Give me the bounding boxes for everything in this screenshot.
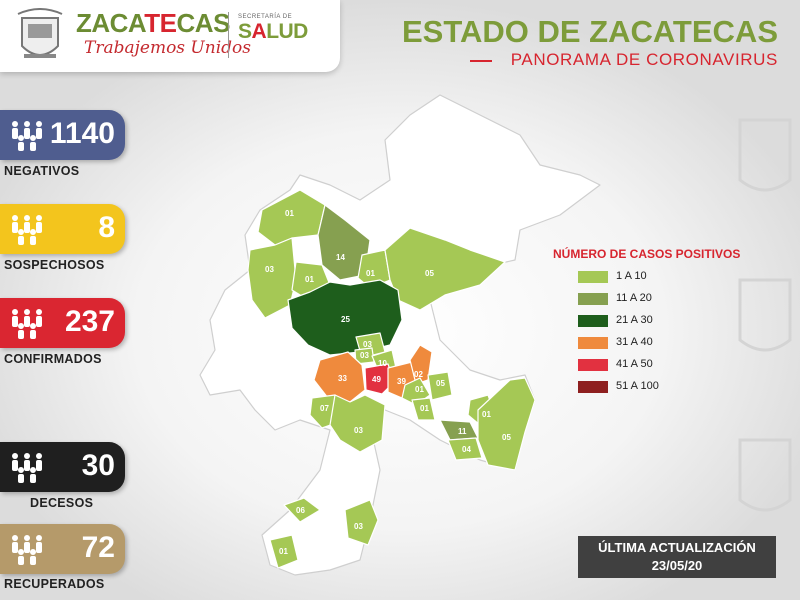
map-label: 03 (265, 265, 274, 274)
map-label: 01 (279, 547, 288, 556)
map-label: 04 (462, 445, 471, 454)
stat-negativos: 1140 (0, 110, 125, 160)
last-update-box: ÚLTIMA ACTUALIZACIÓN 23/05/20 (578, 536, 776, 578)
map-label: 01 (366, 269, 375, 278)
page-subtitle: PANORAMA DE CORONAVIRUS (510, 50, 778, 69)
map-label: 01 (420, 404, 429, 413)
map-label: 14 (336, 253, 345, 262)
page-title: ESTADO DE ZACATECAS (401, 14, 778, 49)
stat-label: SOSPECHOSOS (4, 258, 105, 272)
stat-value: 30 (81, 449, 115, 482)
map-label: 01 (482, 410, 491, 419)
legend-swatch (578, 293, 608, 305)
municipio (447, 437, 483, 461)
map-label: 03 (354, 426, 363, 435)
map-label: 05 (425, 269, 434, 278)
map-label: 03 (354, 522, 363, 531)
map-label: 39 (397, 377, 406, 386)
stat-label: CONFIRMADOS (4, 352, 102, 366)
municipio (329, 394, 386, 453)
map-label: 49 (372, 375, 381, 384)
map-label: 05 (436, 379, 445, 388)
map-label: 02 (414, 370, 423, 379)
map-label: 05 (502, 433, 511, 442)
map-label: 06 (296, 506, 305, 515)
legend-swatch (578, 337, 608, 349)
map-label: 01 (305, 275, 314, 284)
salud-logo: SALUD (238, 20, 308, 43)
municipio (269, 534, 299, 569)
municipio (313, 351, 366, 403)
people-icon (12, 121, 42, 151)
state-brand: ZACATECAS (76, 8, 230, 38)
people-icon (12, 215, 42, 245)
legend-title: NÚMERO DE CASOS POSITIVOS (553, 247, 741, 261)
map-label: 11 (458, 427, 467, 436)
municipio (477, 377, 536, 471)
last-update-label: ÚLTIMA ACTUALIZACIÓN (598, 540, 756, 555)
stat-sospechosos: 8 (0, 204, 125, 254)
map-label: 07 (320, 404, 329, 413)
map-label: 25 (341, 315, 350, 324)
coat-of-arms-icon (17, 8, 63, 58)
municipio (283, 497, 321, 523)
people-icon (12, 535, 42, 565)
municipio (257, 189, 326, 246)
stat-label: RECUPERADOS (4, 577, 105, 591)
legend-swatch (578, 359, 608, 371)
municipio (344, 499, 379, 546)
map-label: 03 (360, 351, 369, 360)
stat-label: NEGATIVOS (4, 164, 80, 178)
stat-value: 72 (81, 531, 115, 564)
people-icon (12, 453, 42, 483)
map-label: 01 (285, 209, 294, 218)
map-label: 33 (338, 374, 347, 383)
municipio (427, 371, 453, 401)
stat-label: DECESOS (30, 496, 94, 510)
map-labels: 01 03 14 01 01 05 25 03 03 10 33 49 39 0… (265, 209, 511, 556)
legend-swatch (578, 271, 608, 283)
secretaria-label: SECRETARÍA DE (238, 14, 293, 20)
legend-swatch (578, 381, 608, 393)
stat-decesos: 30 (0, 442, 125, 492)
stat-value: 237 (64, 305, 115, 338)
stat-value: 8 (98, 211, 115, 244)
stat-confirmados: 237 (0, 298, 125, 348)
map-label: 03 (363, 340, 372, 349)
legend-swatch (578, 315, 608, 327)
last-update-date: 23/05/20 (651, 558, 703, 573)
subtitle-accent-line (470, 60, 492, 62)
state-outline (199, 94, 601, 576)
people-icon (12, 309, 42, 339)
map-label: 10 (378, 359, 387, 368)
stat-value: 1140 (49, 117, 115, 150)
map-label: 01 (415, 385, 424, 394)
watermark-crest-icon (738, 118, 792, 512)
logo-divider (228, 12, 229, 58)
tagline: Trabajemos Unidos (84, 38, 251, 58)
municipio (411, 397, 436, 421)
header-logo-card: ZACATECAS Trabajemos Unidos SECRETARÍA D… (0, 0, 340, 72)
stat-recuperados: 72 (0, 524, 125, 574)
